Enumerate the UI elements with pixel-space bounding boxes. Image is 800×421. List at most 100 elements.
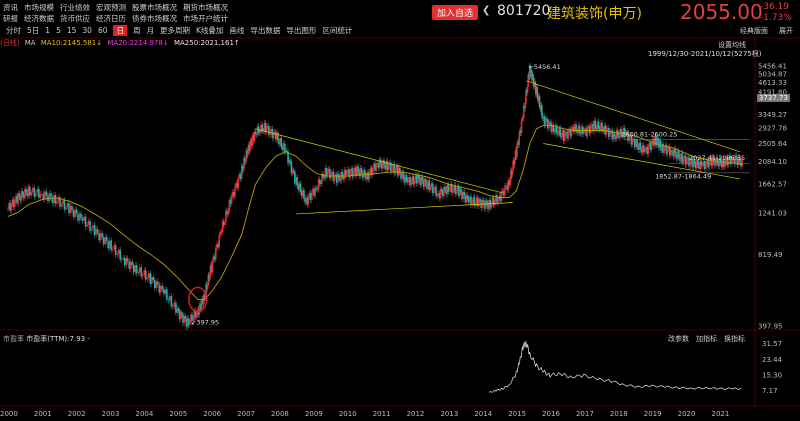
period-tab-15[interactable]: 区间统计	[322, 26, 353, 35]
ma10-value: MA10:2145.581↓	[40, 39, 103, 47]
period-tab-4[interactable]: 15	[66, 26, 77, 35]
nav-item-row1-0[interactable]: 资讯	[3, 3, 18, 12]
candle-body	[30, 191, 33, 196]
nav-item-row1-5[interactable]: 期货市场概况	[183, 3, 228, 12]
candle-body	[670, 150, 672, 156]
nav-item-row2-4[interactable]: 债券市场概况	[132, 14, 177, 23]
candle-body	[403, 176, 406, 183]
period-tab-11[interactable]: K线叠加	[195, 26, 224, 35]
add-indicator-button[interactable]: 加指标	[696, 335, 717, 343]
add-watchlist-button[interactable]: 加入自选	[432, 5, 479, 20]
candle-body	[68, 203, 70, 214]
x-tick-10: 2010	[339, 410, 357, 418]
expand-button[interactable]: 展开	[779, 27, 793, 35]
candle-body	[454, 185, 457, 194]
nav-item-row1-1[interactable]: 市场规模	[24, 3, 54, 12]
candle-body	[134, 265, 137, 273]
candle-body	[622, 127, 625, 137]
candle-body	[268, 125, 270, 136]
ma-label[interactable]: MA	[24, 39, 36, 47]
nav-item-row2-2[interactable]: 货币供应	[60, 14, 90, 23]
candle-body	[387, 166, 390, 171]
candle-body	[626, 131, 628, 133]
nav-item-row2-5[interactable]: 市场开户统计	[183, 14, 228, 23]
period-tab-2[interactable]: 1	[45, 26, 51, 35]
candle-body	[726, 157, 729, 166]
candle-body	[113, 245, 115, 250]
candle-body	[229, 199, 232, 204]
candle-body	[448, 189, 451, 192]
candle-body	[69, 205, 72, 214]
nav-item-row2-1[interactable]: 经济数据	[24, 14, 54, 23]
candle-body	[220, 231, 223, 233]
x-tick-21: 2021	[712, 410, 730, 418]
nav-item-row1-4[interactable]: 股票市场概况	[132, 3, 177, 12]
candle-body	[663, 147, 665, 153]
candle-body	[412, 176, 415, 185]
switch-indicator-button[interactable]: 换指标	[724, 335, 745, 343]
candle-body	[600, 122, 602, 131]
candle-body	[367, 172, 370, 180]
candle-body	[42, 193, 45, 200]
candle-body	[409, 177, 411, 186]
period-tab-6[interactable]: 60	[97, 26, 108, 35]
period-tab-7[interactable]: 日	[113, 25, 127, 36]
period-tab-12[interactable]: 画线	[229, 26, 245, 35]
nav-item-row1-3[interactable]: 宏观预测	[96, 3, 126, 12]
period-tab-8[interactable]: 周	[132, 26, 141, 35]
candle-body	[576, 131, 579, 133]
candle-body	[9, 203, 12, 211]
candle-body	[163, 289, 165, 294]
candle-body	[649, 142, 652, 150]
period-tab-13[interactable]: 导出数据	[250, 26, 281, 35]
layout-classic-button[interactable]: 经典版面	[740, 27, 768, 35]
annotation-low: ↙397.95	[191, 319, 219, 327]
period-tab-14[interactable]: 导出图形	[286, 26, 317, 35]
candle-body	[35, 192, 37, 197]
candle-body	[413, 180, 416, 185]
candle-body	[272, 132, 275, 138]
candle-body	[316, 188, 319, 190]
period-tab-9[interactable]: 月	[146, 26, 154, 35]
candle-body	[81, 217, 84, 221]
candle-body	[27, 186, 30, 197]
candle-body	[292, 170, 295, 172]
candle-body	[612, 133, 615, 140]
candle-body	[177, 308, 180, 312]
candle-body	[430, 183, 433, 188]
nav-item-row2-0[interactable]: 研报	[3, 14, 18, 23]
candle-body	[449, 183, 452, 190]
candle-body	[89, 220, 91, 231]
candle-body	[72, 210, 75, 217]
ma-settings-button[interactable]: 设置均线	[718, 41, 746, 49]
candle-body	[704, 161, 706, 170]
candle-body	[242, 168, 245, 171]
collapse-arrow-icon[interactable]: ❮	[482, 5, 491, 16]
candle-body	[116, 253, 118, 255]
candle-body	[559, 127, 562, 136]
candle-body	[23, 194, 25, 199]
candle-body	[341, 171, 344, 177]
candle-body	[98, 232, 100, 241]
change-params-button[interactable]: 改参数	[668, 335, 689, 343]
candle-body	[528, 66, 531, 78]
nav-item-row1-2[interactable]: 行业绩效	[60, 3, 90, 12]
candle-body	[208, 275, 211, 280]
period-tab-1[interactable]: 5日	[27, 26, 40, 35]
candle-body	[652, 138, 654, 143]
candle-body	[591, 124, 593, 126]
candle-body	[294, 171, 296, 184]
period-tab-3[interactable]: 5	[56, 26, 61, 35]
period-tab-5[interactable]: 30	[82, 26, 92, 35]
candle-body	[235, 183, 237, 187]
x-tick-20: 2020	[678, 410, 696, 418]
candle-body	[237, 177, 240, 188]
candle-body	[595, 127, 598, 130]
nav-item-row2-3[interactable]: 经济日历	[96, 14, 126, 23]
y-tick-2: 4613.33	[758, 79, 787, 87]
period-tab-10[interactable]: 更多周期	[159, 26, 190, 35]
candle-body	[90, 229, 93, 231]
period-tab-0[interactable]: 分时	[6, 26, 21, 35]
candle-body	[544, 118, 547, 126]
